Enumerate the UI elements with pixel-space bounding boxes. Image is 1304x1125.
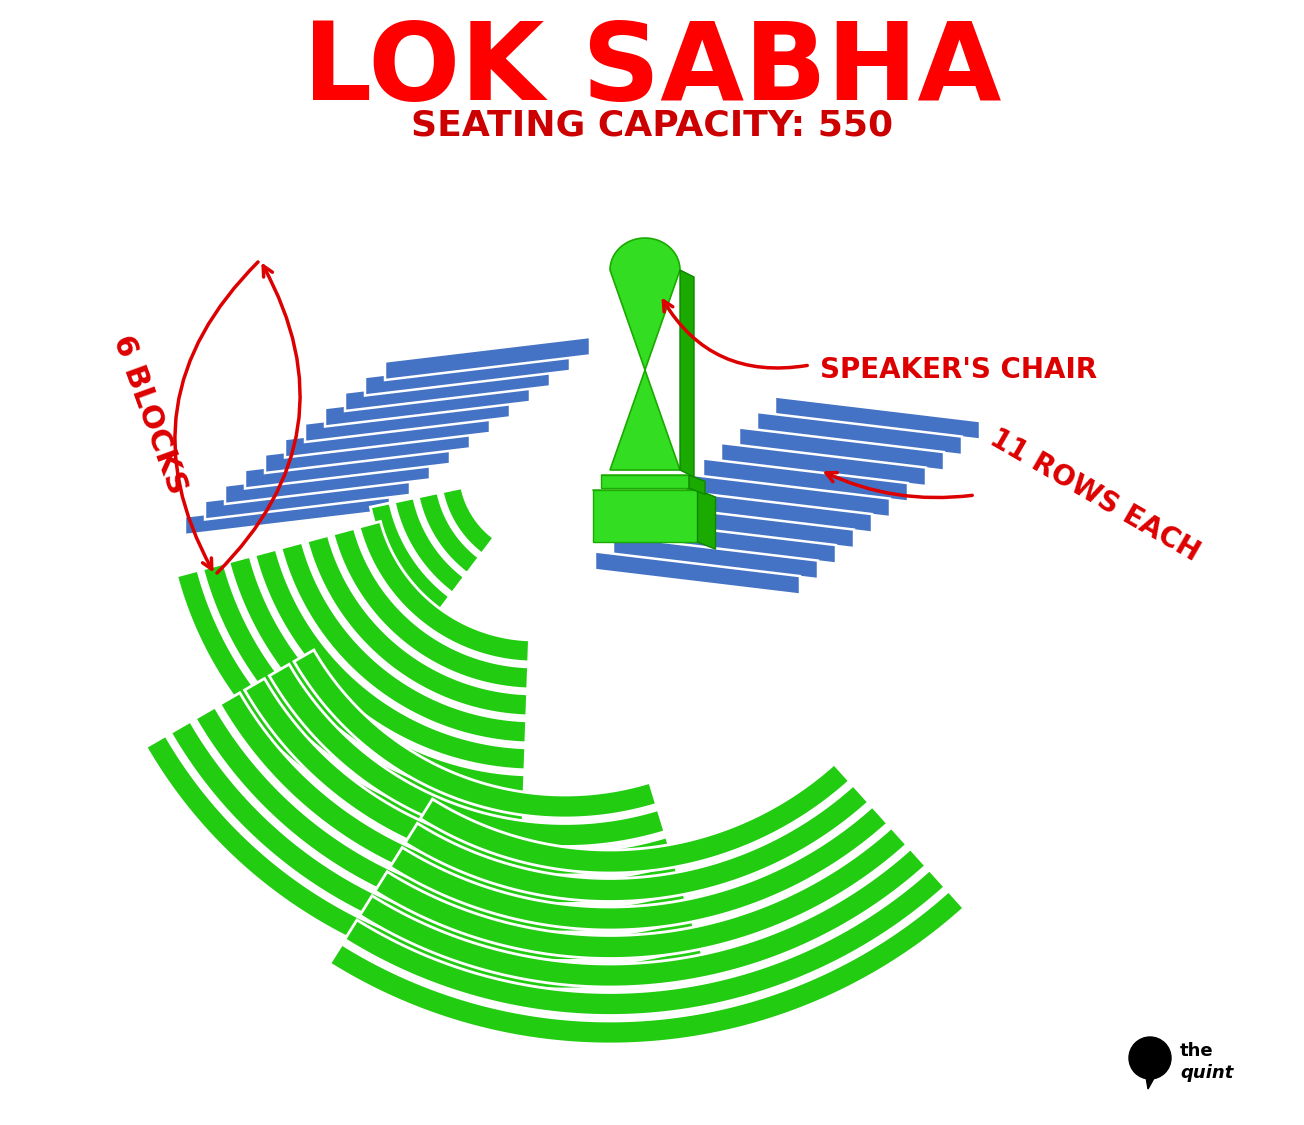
Text: SEATING CAPACITY: 550: SEATING CAPACITY: 550 bbox=[411, 108, 893, 142]
Text: SPEAKER'S CHAIR: SPEAKER'S CHAIR bbox=[820, 356, 1097, 384]
Polygon shape bbox=[245, 678, 673, 875]
Polygon shape bbox=[679, 270, 694, 477]
Polygon shape bbox=[370, 503, 450, 612]
Polygon shape bbox=[610, 238, 679, 470]
Polygon shape bbox=[346, 368, 550, 411]
Polygon shape bbox=[228, 557, 524, 796]
Polygon shape bbox=[703, 459, 908, 502]
Text: LOK SABHA: LOK SABHA bbox=[303, 17, 1001, 123]
Polygon shape bbox=[721, 443, 926, 486]
Polygon shape bbox=[293, 650, 656, 818]
Polygon shape bbox=[419, 493, 479, 574]
Polygon shape bbox=[344, 870, 945, 1016]
Polygon shape bbox=[280, 542, 527, 742]
Polygon shape bbox=[171, 721, 698, 961]
Polygon shape bbox=[592, 490, 716, 497]
Text: the: the bbox=[1180, 1042, 1214, 1060]
Polygon shape bbox=[359, 521, 529, 662]
Polygon shape bbox=[668, 489, 872, 532]
Polygon shape bbox=[758, 412, 962, 456]
Circle shape bbox=[1129, 1037, 1171, 1079]
Polygon shape bbox=[649, 505, 854, 548]
Polygon shape bbox=[245, 446, 450, 488]
Polygon shape bbox=[176, 570, 523, 850]
Polygon shape bbox=[775, 396, 981, 440]
Polygon shape bbox=[685, 474, 891, 518]
Polygon shape bbox=[286, 414, 490, 458]
Polygon shape bbox=[406, 785, 868, 901]
Polygon shape bbox=[698, 490, 716, 549]
Polygon shape bbox=[325, 384, 529, 426]
Polygon shape bbox=[196, 706, 690, 932]
Polygon shape bbox=[220, 693, 682, 903]
Polygon shape bbox=[365, 352, 570, 396]
Polygon shape bbox=[385, 336, 589, 380]
Polygon shape bbox=[305, 399, 510, 442]
Polygon shape bbox=[269, 664, 665, 846]
Polygon shape bbox=[592, 490, 698, 542]
Polygon shape bbox=[601, 475, 705, 482]
Polygon shape bbox=[1145, 1071, 1158, 1089]
Polygon shape bbox=[689, 475, 705, 494]
Text: quint: quint bbox=[1180, 1064, 1234, 1082]
Polygon shape bbox=[613, 536, 818, 579]
Text: 6 BLOCKS: 6 BLOCKS bbox=[108, 332, 192, 498]
Polygon shape bbox=[420, 764, 849, 873]
Polygon shape bbox=[376, 828, 906, 958]
Polygon shape bbox=[202, 564, 524, 824]
Polygon shape bbox=[306, 536, 528, 716]
Polygon shape bbox=[333, 529, 528, 688]
Polygon shape bbox=[226, 461, 430, 504]
Polygon shape bbox=[390, 807, 888, 930]
Polygon shape bbox=[394, 498, 464, 593]
Polygon shape bbox=[601, 475, 689, 488]
Polygon shape bbox=[595, 551, 799, 595]
Polygon shape bbox=[185, 492, 390, 536]
Polygon shape bbox=[205, 476, 409, 520]
Text: 11 ROWS EACH: 11 ROWS EACH bbox=[985, 424, 1205, 566]
Polygon shape bbox=[146, 736, 707, 989]
Polygon shape bbox=[265, 430, 469, 472]
Polygon shape bbox=[739, 428, 944, 470]
Polygon shape bbox=[631, 521, 836, 564]
Polygon shape bbox=[360, 848, 926, 987]
Polygon shape bbox=[442, 487, 494, 554]
Polygon shape bbox=[254, 549, 526, 770]
Polygon shape bbox=[330, 891, 964, 1044]
